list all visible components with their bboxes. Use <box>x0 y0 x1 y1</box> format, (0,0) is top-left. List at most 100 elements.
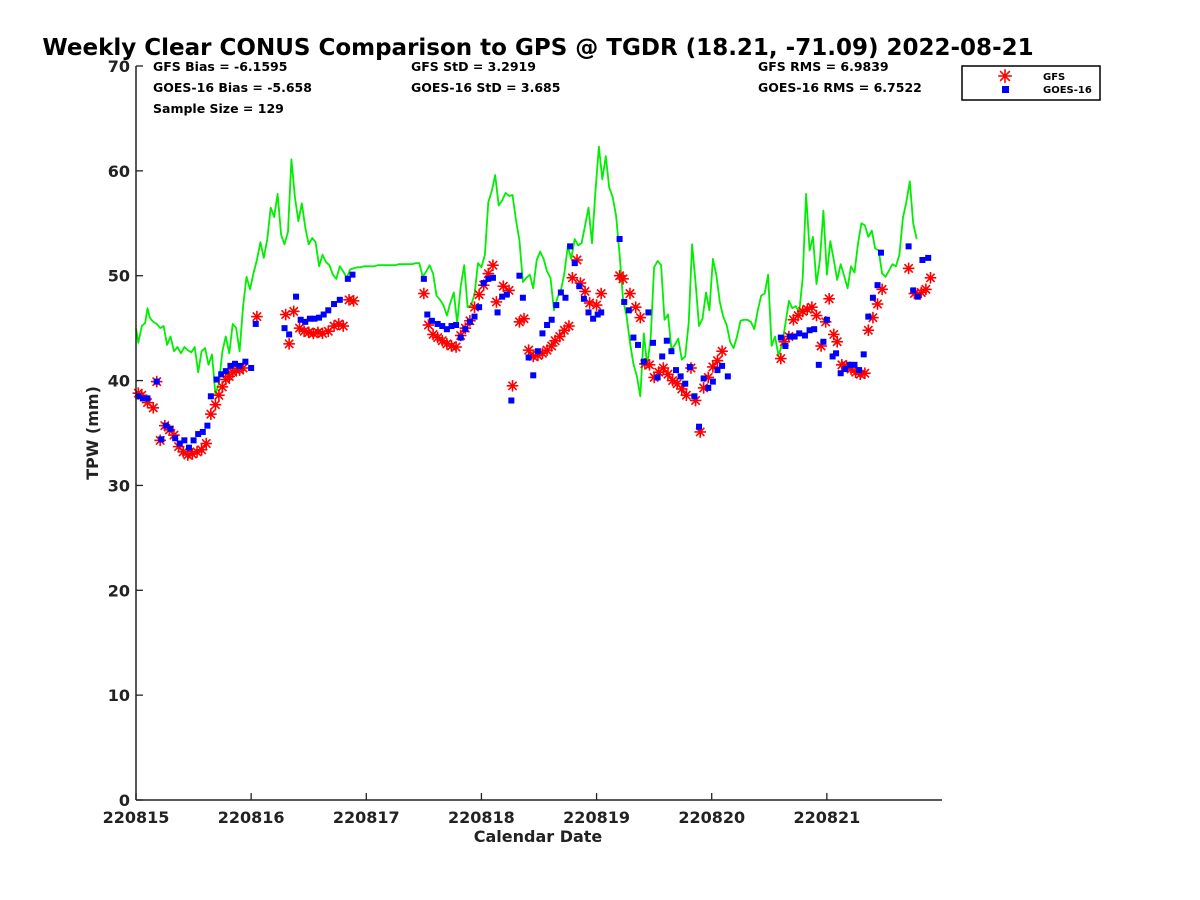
stat-gfs-rms: GFS RMS = 6.9839 <box>758 59 889 74</box>
legend-goes-marker <box>1002 86 1009 93</box>
goes-point <box>297 316 304 323</box>
gfs-point <box>337 320 350 332</box>
goes-point <box>709 378 716 385</box>
legend-gfs-asterisk <box>998 69 1012 83</box>
goes-point <box>331 301 338 308</box>
gfs-point <box>522 344 535 356</box>
gfs-point <box>774 352 787 365</box>
gfs-point <box>209 398 222 411</box>
goes-point <box>791 333 798 340</box>
gfs-point <box>595 287 607 300</box>
goes-point <box>306 315 313 322</box>
goes-point <box>457 334 464 341</box>
goes-point <box>696 423 703 430</box>
gfs-point <box>680 389 693 402</box>
x-tick-label: 220815 <box>103 808 170 827</box>
gfs-point <box>418 287 430 300</box>
goes-point <box>172 435 179 442</box>
stat-goes-std: GOES-16 StD = 3.685 <box>411 80 560 95</box>
legend-goes-label: GOES-16 <box>1043 85 1092 96</box>
goes-point <box>158 436 165 443</box>
goes-point <box>914 293 921 300</box>
y-tick-label: 20 <box>108 581 130 600</box>
gfs-point <box>662 368 674 381</box>
legend: GFS GOES-16 <box>961 65 1101 101</box>
goes-point <box>242 358 249 365</box>
gfs-point <box>487 259 499 272</box>
x-axis-ticks: 220815 220816 220817 220818 220819 220820 2208… <box>103 793 860 827</box>
goes-point <box>905 243 912 250</box>
goes-point <box>167 425 174 432</box>
gfs-point <box>200 437 213 450</box>
gfs-point <box>347 295 360 307</box>
goes-point <box>195 431 202 438</box>
gfs-point <box>590 299 603 311</box>
gfs-point <box>902 262 915 275</box>
goes-point <box>218 371 225 378</box>
gfs-point <box>707 361 719 373</box>
goes-point <box>686 363 693 370</box>
goes-point <box>677 373 684 380</box>
goes-point <box>682 380 689 387</box>
goes-point <box>673 367 680 374</box>
goes-point <box>153 378 160 385</box>
gfs-point <box>871 298 884 310</box>
y-tick-label: 0 <box>119 791 130 810</box>
x-tick-label: 220818 <box>448 808 515 827</box>
x-tick-label: 220816 <box>218 808 285 827</box>
goes-point <box>453 321 460 328</box>
goes-point <box>144 395 151 402</box>
goes-point <box>833 350 840 357</box>
goes-point <box>539 330 546 337</box>
goes-point <box>925 254 932 261</box>
goes-point <box>424 311 431 318</box>
y-tick-label: 60 <box>108 162 130 181</box>
goes-point <box>302 318 309 325</box>
goes-point <box>139 395 146 402</box>
goes-point <box>777 334 784 341</box>
gfs-point <box>579 285 591 298</box>
gfs-point <box>859 367 871 380</box>
goes-point <box>782 342 789 349</box>
stat-sample-size: Sample Size = 129 <box>153 101 284 116</box>
x-tick-label: 220821 <box>793 808 860 827</box>
goes-point <box>519 294 526 301</box>
goes-point <box>204 422 211 429</box>
goes-point <box>499 293 506 300</box>
goes-point <box>135 393 142 400</box>
goes-point <box>787 333 794 340</box>
goes-point <box>919 256 926 263</box>
goes-point <box>851 361 858 368</box>
goes-point <box>207 393 214 400</box>
goes-point <box>580 295 587 302</box>
goes-point <box>439 323 446 330</box>
y-tick-label: 10 <box>108 686 130 705</box>
gfs-point <box>806 301 818 313</box>
gfs-point <box>657 362 670 374</box>
gfs-point <box>205 408 217 420</box>
goes-point <box>877 249 884 256</box>
goes-point <box>325 307 332 314</box>
gfs-point <box>563 320 575 332</box>
gfs-point <box>566 272 579 284</box>
goes-point <box>336 296 343 303</box>
goes-point <box>820 338 827 345</box>
legend-gfs-marker <box>998 69 1012 83</box>
goes-point <box>525 354 532 361</box>
goes-point <box>480 280 487 287</box>
goes-point <box>860 351 867 358</box>
gfs-point <box>823 292 835 305</box>
goes-point <box>544 321 551 328</box>
goes-point <box>489 274 496 281</box>
goes-point <box>420 275 427 282</box>
goes-point <box>344 275 351 282</box>
y-tick-label: 50 <box>108 267 130 286</box>
stat-goes-rms: GOES-16 RMS = 6.7522 <box>758 80 922 95</box>
gfs-point <box>553 330 566 343</box>
goes-point <box>448 323 455 330</box>
goes-point <box>630 334 637 341</box>
gfs-point <box>583 297 596 309</box>
goes-point <box>516 272 523 279</box>
goes-point <box>293 293 300 300</box>
goes-point <box>281 325 288 332</box>
